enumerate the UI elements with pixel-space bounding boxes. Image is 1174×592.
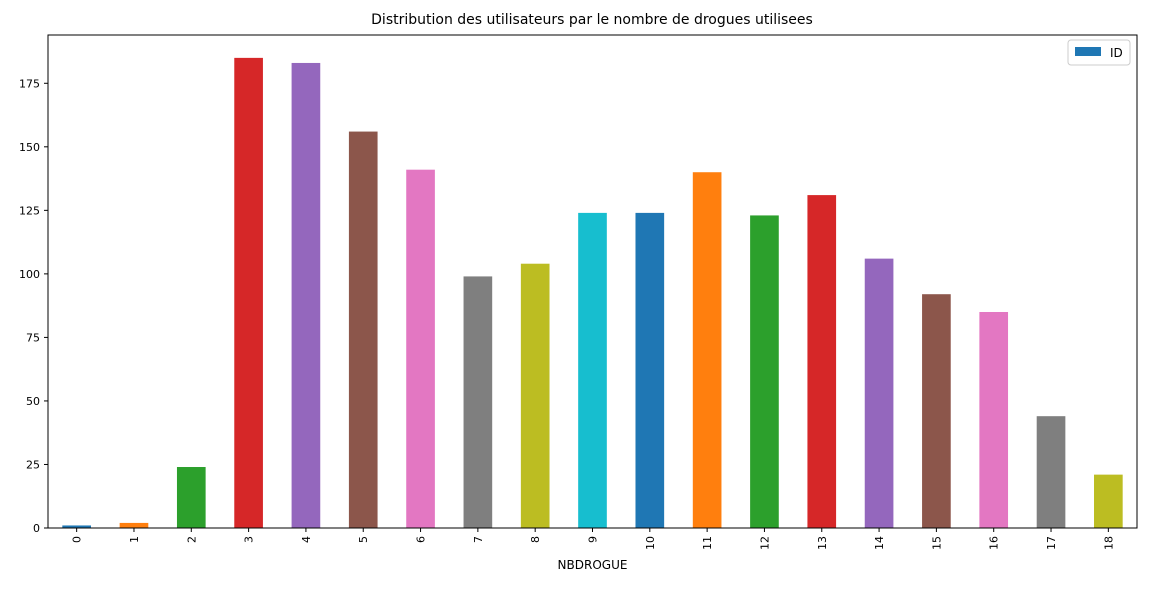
bar-1: [119, 522, 149, 528]
bar-3: [234, 57, 263, 529]
bar-0: [62, 525, 91, 528]
bar-13: [807, 195, 837, 528]
x-tick-label: 0: [71, 536, 84, 543]
bar-17: [1036, 416, 1066, 528]
legend: ID: [1067, 39, 1131, 66]
y-tick-label: 50: [26, 395, 40, 408]
x-tick-label: 14: [873, 536, 886, 550]
x-tick-label: 6: [415, 536, 428, 543]
x-tick-label: 13: [816, 536, 829, 550]
x-tick-label: 15: [930, 536, 943, 550]
bar-7: [463, 276, 493, 528]
y-tick-label: 100: [19, 268, 40, 281]
y-tick-label: 75: [26, 331, 40, 344]
bar-5: [348, 131, 378, 528]
bar-4: [291, 62, 321, 528]
chart-title: Distribution des utilisateurs par le nom…: [371, 12, 813, 28]
x-axis-label: NBDROGUE: [558, 558, 628, 572]
x-tick-label: 1: [128, 536, 141, 543]
bar-15: [922, 294, 951, 528]
bar-6: [406, 169, 435, 529]
legend-swatch: [1075, 47, 1101, 56]
y-tick-label: 125: [19, 204, 40, 217]
x-tick-label: 16: [988, 536, 1001, 550]
bar-10: [635, 212, 665, 528]
bar-16: [979, 311, 1009, 528]
x-tick-label: 10: [644, 536, 657, 550]
bars-group: [62, 57, 1123, 529]
y-axis: 0 25 50 75 100 125 150 175: [19, 77, 48, 535]
y-tick-label: 175: [19, 77, 40, 90]
y-tick-label: 25: [26, 458, 40, 471]
x-tick-label: 5: [357, 536, 370, 543]
x-tick-label: 9: [587, 536, 600, 543]
legend-entry-label: ID: [1110, 46, 1123, 60]
x-tick-label: 11: [701, 536, 714, 550]
y-tick-label: 150: [19, 141, 40, 154]
x-tick-label: 3: [243, 536, 256, 543]
x-tick-label: 12: [758, 536, 771, 550]
bar-12: [750, 215, 779, 528]
bar-2: [176, 467, 206, 528]
x-axis: 0 1 2 3 4 5 6 7 8 9 10 11 12 13 14 15 16 17 18: [71, 528, 1115, 550]
bar-18: [1094, 474, 1123, 528]
bar-8: [520, 263, 550, 528]
bar-14: [864, 258, 894, 528]
x-tick-label: 18: [1102, 536, 1115, 550]
x-tick-label: 8: [529, 536, 542, 543]
x-tick-label: 2: [185, 536, 198, 543]
x-tick-label: 17: [1045, 536, 1058, 550]
x-tick-label: 7: [472, 536, 485, 543]
y-tick-label: 0: [33, 522, 40, 535]
x-tick-label: 4: [300, 536, 313, 543]
bar-9: [578, 212, 607, 528]
plot-frame: [47, 34, 1138, 529]
bar-11: [692, 172, 722, 528]
